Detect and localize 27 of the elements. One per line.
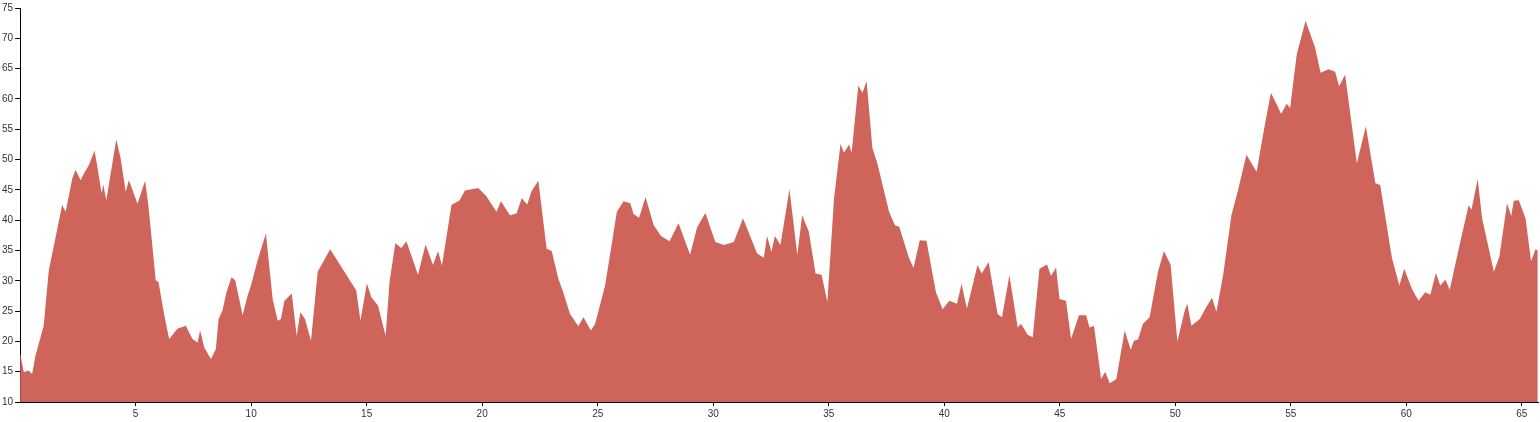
- y-tick-label: 30: [2, 274, 14, 286]
- y-tick-label: 25: [2, 304, 14, 316]
- y-tick-label: 75: [2, 1, 14, 13]
- y-tick-label: 35: [2, 244, 14, 256]
- y-tick-label: 70: [2, 32, 14, 44]
- y-tick-label: 60: [2, 92, 14, 104]
- x-tick-label: 40: [938, 407, 951, 419]
- x-tick-label: 15: [361, 407, 373, 419]
- y-tick-label: 40: [2, 213, 14, 225]
- x-tick-label: 25: [592, 407, 604, 419]
- y-tick-label: 10: [2, 395, 14, 407]
- y-tick-label: 50: [2, 153, 14, 165]
- x-tick-label: 30: [707, 407, 720, 419]
- x-tick-label: 20: [476, 407, 489, 419]
- x-tick-label: 5: [132, 407, 139, 419]
- x-tick-label: 50: [1169, 407, 1182, 419]
- y-tick-label: 65: [2, 62, 14, 74]
- x-tick-label: 60: [1400, 407, 1413, 419]
- x-tick-label: 10: [245, 407, 258, 419]
- y-tick-label: 45: [2, 183, 14, 195]
- y-tick-label: 20: [2, 335, 14, 347]
- x-tick-label: 35: [823, 407, 835, 419]
- y-tick-label: 55: [2, 122, 14, 134]
- x-tick-label: 45: [1054, 407, 1066, 419]
- x-tick-label: 65: [1516, 407, 1528, 419]
- x-tick-label: 55: [1285, 407, 1297, 419]
- y-tick-label: 15: [2, 365, 14, 377]
